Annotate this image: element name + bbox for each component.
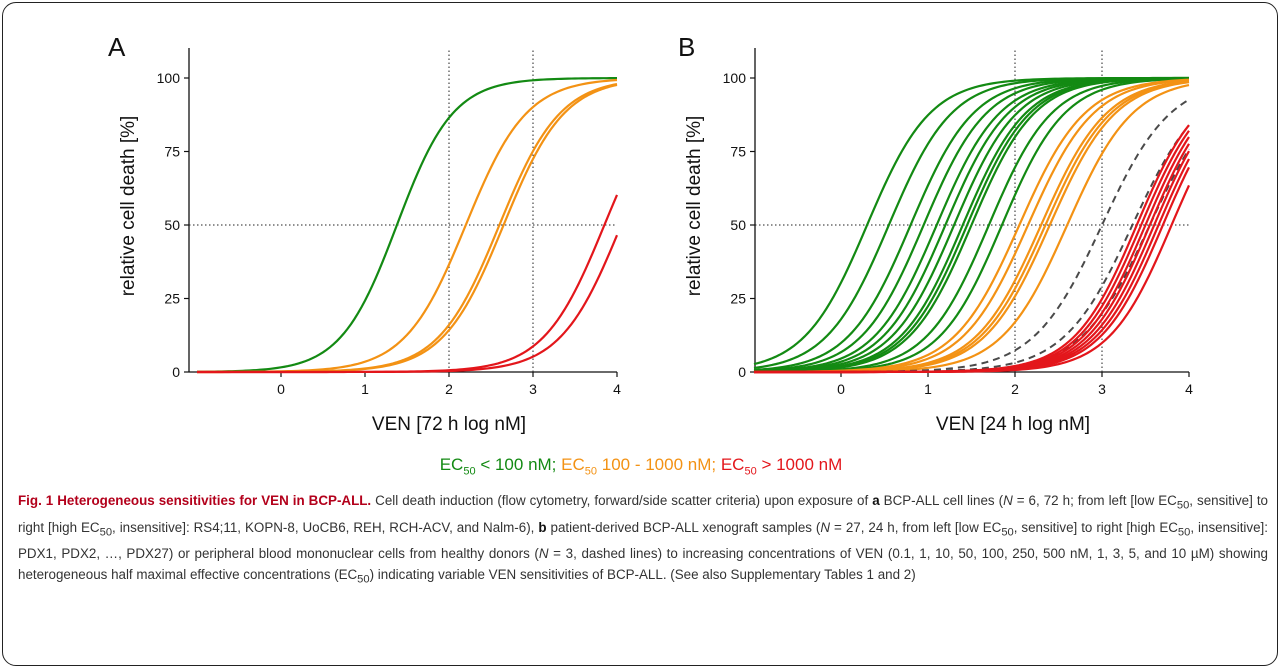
y-tick-label: 50 (164, 217, 180, 233)
legend-ec-label: EC (439, 455, 464, 474)
caption-text: BCP-ALL cell lines ( (879, 493, 1004, 508)
caption-sub: 50 (1001, 526, 1014, 539)
dose-response-curve-gray (753, 124, 1190, 373)
dose-response-curve-red (197, 194, 619, 374)
caption-n: N (820, 519, 831, 535)
x-tick-label: 4 (1185, 381, 1193, 397)
caption-label-a: a (872, 493, 880, 508)
panel-a-ylabel: relative cell death [%] (118, 116, 139, 297)
panel-b: B relative cell death [%] VEN [24 h log … (678, 32, 1193, 435)
y-tick-label: 25 (730, 291, 746, 307)
caption-text: = 3, dashed lines) to increasing concent… (18, 546, 1268, 583)
panel-b-letter: B (678, 32, 695, 62)
caption-text: , sensitive] to right [high EC (1013, 519, 1178, 535)
caption-title: Fig. 1 Heterogeneous sensitivities for V… (18, 493, 372, 508)
x-tick-label: 2 (445, 381, 453, 397)
caption-n: N (538, 546, 549, 562)
caption-text: patient-derived BCP-ALL xenograft sample… (546, 519, 821, 535)
dose-response-curve-green (753, 77, 1190, 373)
y-tick-label: 75 (730, 144, 746, 160)
legend-ec-label: EC (720, 455, 745, 474)
legend-green-text: < 100 nM; (480, 455, 557, 474)
panel-a-curves (196, 77, 619, 374)
color-legend: EC50 < 100 nM; EC50 100 - 1000 nM; EC50 … (0, 455, 1282, 477)
y-tick-label: 0 (172, 364, 180, 380)
y-tick-label: 0 (738, 364, 746, 380)
x-tick-label: 1 (924, 381, 932, 397)
dose-response-curve-green (196, 77, 618, 373)
dose-response-curve-gray (754, 98, 1190, 373)
caption-text: = 27, 24 h, from left [low EC (830, 519, 1002, 535)
panel-a-axes: 0 25 50 75 100 0 1 2 3 4 (157, 48, 621, 397)
caption-sub: 50 (357, 574, 370, 587)
caption-text: , insensitive]: PDX1, PDX2, …, PDX27) or… (18, 519, 1268, 562)
figure-caption: Fig. 1 Heterogeneous sensitivities for V… (18, 490, 1268, 591)
x-tick-label: 0 (277, 381, 285, 397)
legend-ec-label: EC (561, 455, 585, 474)
legend-orange-text: 100 - 1000 nM; (601, 455, 717, 474)
panel-b-curves (753, 76, 1191, 374)
dose-response-curve-red (754, 184, 1191, 374)
panel-b-xlabel: VEN [24 h log nM] (936, 414, 1090, 435)
y-tick-label: 100 (157, 70, 181, 86)
caption-sub: 50 (99, 526, 113, 539)
x-tick-label: 0 (837, 381, 845, 397)
x-tick-label: 3 (529, 381, 537, 397)
caption-text: , insensitive]: RS4;11, KOPN-8, UoCB6, R… (112, 519, 539, 535)
legend-orange: EC50 100 - 1000 nM; (561, 455, 717, 478)
dose-response-curve-orange (197, 83, 618, 374)
caption-text: ) indicating variable VEN sensitivities … (369, 567, 916, 583)
panel-a: A relative cell death [%] VEN [72 h log … (108, 32, 621, 435)
y-tick-label: 100 (723, 70, 747, 86)
y-tick-label: 25 (164, 291, 180, 307)
dose-response-curve-red (197, 234, 619, 374)
caption-text: Cell death induction (flow cytometry, fo… (371, 493, 873, 508)
caption-label-b: b (538, 519, 547, 535)
figure-charts: A relative cell death [%] VEN [72 h log … (108, 32, 1193, 435)
dose-response-curve-orange (196, 82, 618, 374)
y-tick-label: 50 (730, 217, 746, 233)
caption-sub: 50 (1177, 526, 1191, 539)
dose-response-curve-gray (754, 148, 1190, 373)
legend-ec-sub: 50 (584, 465, 598, 478)
panel-a-xlabel: VEN [72 h log nM] (372, 414, 526, 435)
caption-text: = 6, 72 h; from left [low EC (1012, 493, 1177, 508)
caption-sub: 50 (1176, 499, 1190, 512)
legend-ec-sub: 50 (463, 465, 476, 478)
x-tick-label: 4 (613, 381, 621, 397)
x-tick-label: 3 (1098, 381, 1106, 397)
legend-ec-sub: 50 (744, 465, 757, 478)
x-tick-label: 1 (361, 381, 369, 397)
legend-red: EC50 > 1000 nM (720, 455, 843, 478)
legend-green: EC50 < 100 nM; (439, 455, 557, 478)
caption-n: N (1003, 493, 1013, 508)
dose-response-curve-red (754, 124, 1190, 374)
caption-text: , sensitive] to right [high EC (18, 493, 1268, 535)
panel-b-ylabel: relative cell death [%] (684, 116, 705, 297)
legend-red-text: > 1000 nM (761, 455, 843, 474)
y-tick-label: 75 (164, 144, 180, 160)
dose-response-curve-green (753, 76, 1189, 366)
x-tick-label: 2 (1011, 381, 1019, 397)
panel-a-letter: A (108, 32, 126, 62)
